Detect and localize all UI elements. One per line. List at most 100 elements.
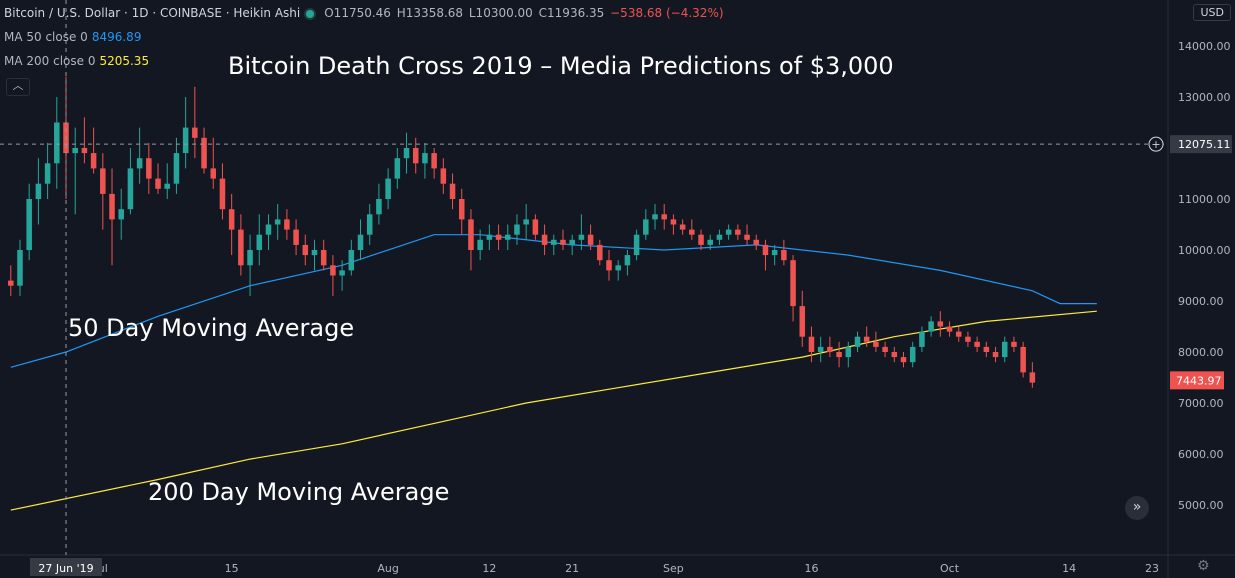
candle-body xyxy=(955,331,962,337)
candle-body xyxy=(514,224,520,235)
ma200-value: 5205.35 xyxy=(99,54,150,68)
crosshair-date-box xyxy=(30,558,102,576)
candle-body xyxy=(974,341,980,347)
candle-body xyxy=(192,127,198,138)
chevron-up-icon[interactable]: ︿ xyxy=(6,78,30,96)
candle-body xyxy=(458,199,465,220)
candle-body xyxy=(477,239,483,250)
currency-badge[interactable]: USD xyxy=(1193,4,1231,21)
candle-body xyxy=(431,153,437,169)
candle-body xyxy=(937,321,944,327)
candle-body xyxy=(505,234,511,240)
candle-body xyxy=(891,352,898,358)
x-tick-label: 12 xyxy=(482,562,496,575)
x-tick-label: 23 xyxy=(1145,562,1159,575)
candle-body xyxy=(274,219,281,225)
candle-body xyxy=(781,250,787,261)
candle-body xyxy=(265,224,272,235)
candle-body xyxy=(707,239,713,245)
candle-body xyxy=(311,250,318,256)
plus-circle-icon xyxy=(1148,136,1164,152)
y-tick-label: 14000.00 xyxy=(1178,40,1231,53)
candle-body xyxy=(348,250,355,271)
candle-body xyxy=(845,346,852,358)
candle-body xyxy=(569,239,575,245)
candle-body xyxy=(679,224,686,230)
ma200-line xyxy=(10,310,1097,511)
y-tick-label: 6000.00 xyxy=(1178,448,1224,461)
open-value: O11750.46 xyxy=(324,6,391,20)
candle-body xyxy=(615,265,621,271)
candle-body xyxy=(919,331,925,347)
candle-body xyxy=(624,255,631,266)
x-tick-label: ul xyxy=(98,562,108,575)
candle-body xyxy=(17,250,23,286)
candle-body xyxy=(1011,341,1017,347)
candle-body xyxy=(578,234,585,240)
candle-body xyxy=(228,209,235,230)
candle-body xyxy=(790,260,796,307)
candle-body xyxy=(808,336,815,352)
y-tick-label: 5000.00 xyxy=(1178,499,1224,512)
candle-body xyxy=(882,346,888,352)
chart-title: Bitcoin Death Cross 2019 – Media Predict… xyxy=(228,52,894,80)
x-tick-label: Aug xyxy=(377,562,398,575)
candle-body xyxy=(670,219,677,225)
candle-body xyxy=(817,346,824,352)
candle-body xyxy=(836,352,842,358)
candle-body xyxy=(422,153,428,164)
candle-body xyxy=(762,244,769,256)
ma50-label: MA 50 close 0 xyxy=(4,30,88,44)
candle-body xyxy=(136,158,143,169)
candle-body xyxy=(541,234,548,245)
candle-body xyxy=(339,270,345,276)
candle-body xyxy=(54,122,60,164)
candle-body xyxy=(716,234,723,240)
candle-body xyxy=(753,239,760,245)
candle-body xyxy=(1020,346,1026,373)
candle-body xyxy=(1029,372,1036,383)
candle-body xyxy=(376,199,382,215)
candle-body xyxy=(247,250,253,266)
high-value: H13358.68 xyxy=(396,6,464,20)
candle-body xyxy=(827,346,833,352)
y-tick-label: 9000.00 xyxy=(1178,295,1224,308)
candle-body xyxy=(35,183,42,199)
x-tick-label: 15 xyxy=(225,562,239,575)
candle-body xyxy=(357,234,364,250)
candle-body xyxy=(256,234,263,250)
candle-body xyxy=(735,229,741,235)
candle-body xyxy=(155,178,161,189)
ma200-label: MA 200 close 0 xyxy=(4,54,96,68)
candle-body xyxy=(403,148,410,159)
candle-body xyxy=(771,250,778,256)
x-tick-label: 21 xyxy=(565,562,579,575)
candle-body xyxy=(587,234,594,245)
candle-body xyxy=(983,346,990,352)
x-tick-label: 16 xyxy=(804,562,818,575)
symbol-label[interactable]: Bitcoin / U.S. Dollar · 1D · COINBASE · … xyxy=(4,6,301,20)
candle-body xyxy=(26,199,32,250)
candle-body xyxy=(182,127,189,154)
candle-body xyxy=(1001,341,1008,358)
candle-body xyxy=(109,193,115,220)
candle-body xyxy=(238,229,244,266)
candle-body xyxy=(560,239,566,245)
symbol-legend[interactable]: Bitcoin / U.S. Dollar · 1D · COINBASE · … xyxy=(4,6,726,20)
ma200-legend[interactable]: MA 200 close 0 5205.35 xyxy=(4,54,149,68)
candle-body xyxy=(320,250,327,266)
x-tick-label: Oct xyxy=(940,562,960,575)
candle-body xyxy=(597,244,603,261)
candle-body xyxy=(449,183,456,199)
candle-body xyxy=(118,209,124,220)
crosshair-price-label: 12075.11 xyxy=(1178,138,1231,151)
candle-body xyxy=(863,336,870,342)
candle-body xyxy=(799,306,806,337)
candle-body xyxy=(928,321,934,332)
ohlc-values: O11750.46 H13358.68 L10300.00 C11936.35 … xyxy=(324,6,725,20)
double-chevron-right-icon[interactable]: » xyxy=(1125,496,1149,520)
candle-body xyxy=(8,280,14,286)
ma50-legend[interactable]: MA 50 close 0 8496.89 xyxy=(4,30,141,44)
gear-icon[interactable]: ⚙ xyxy=(1197,558,1210,574)
